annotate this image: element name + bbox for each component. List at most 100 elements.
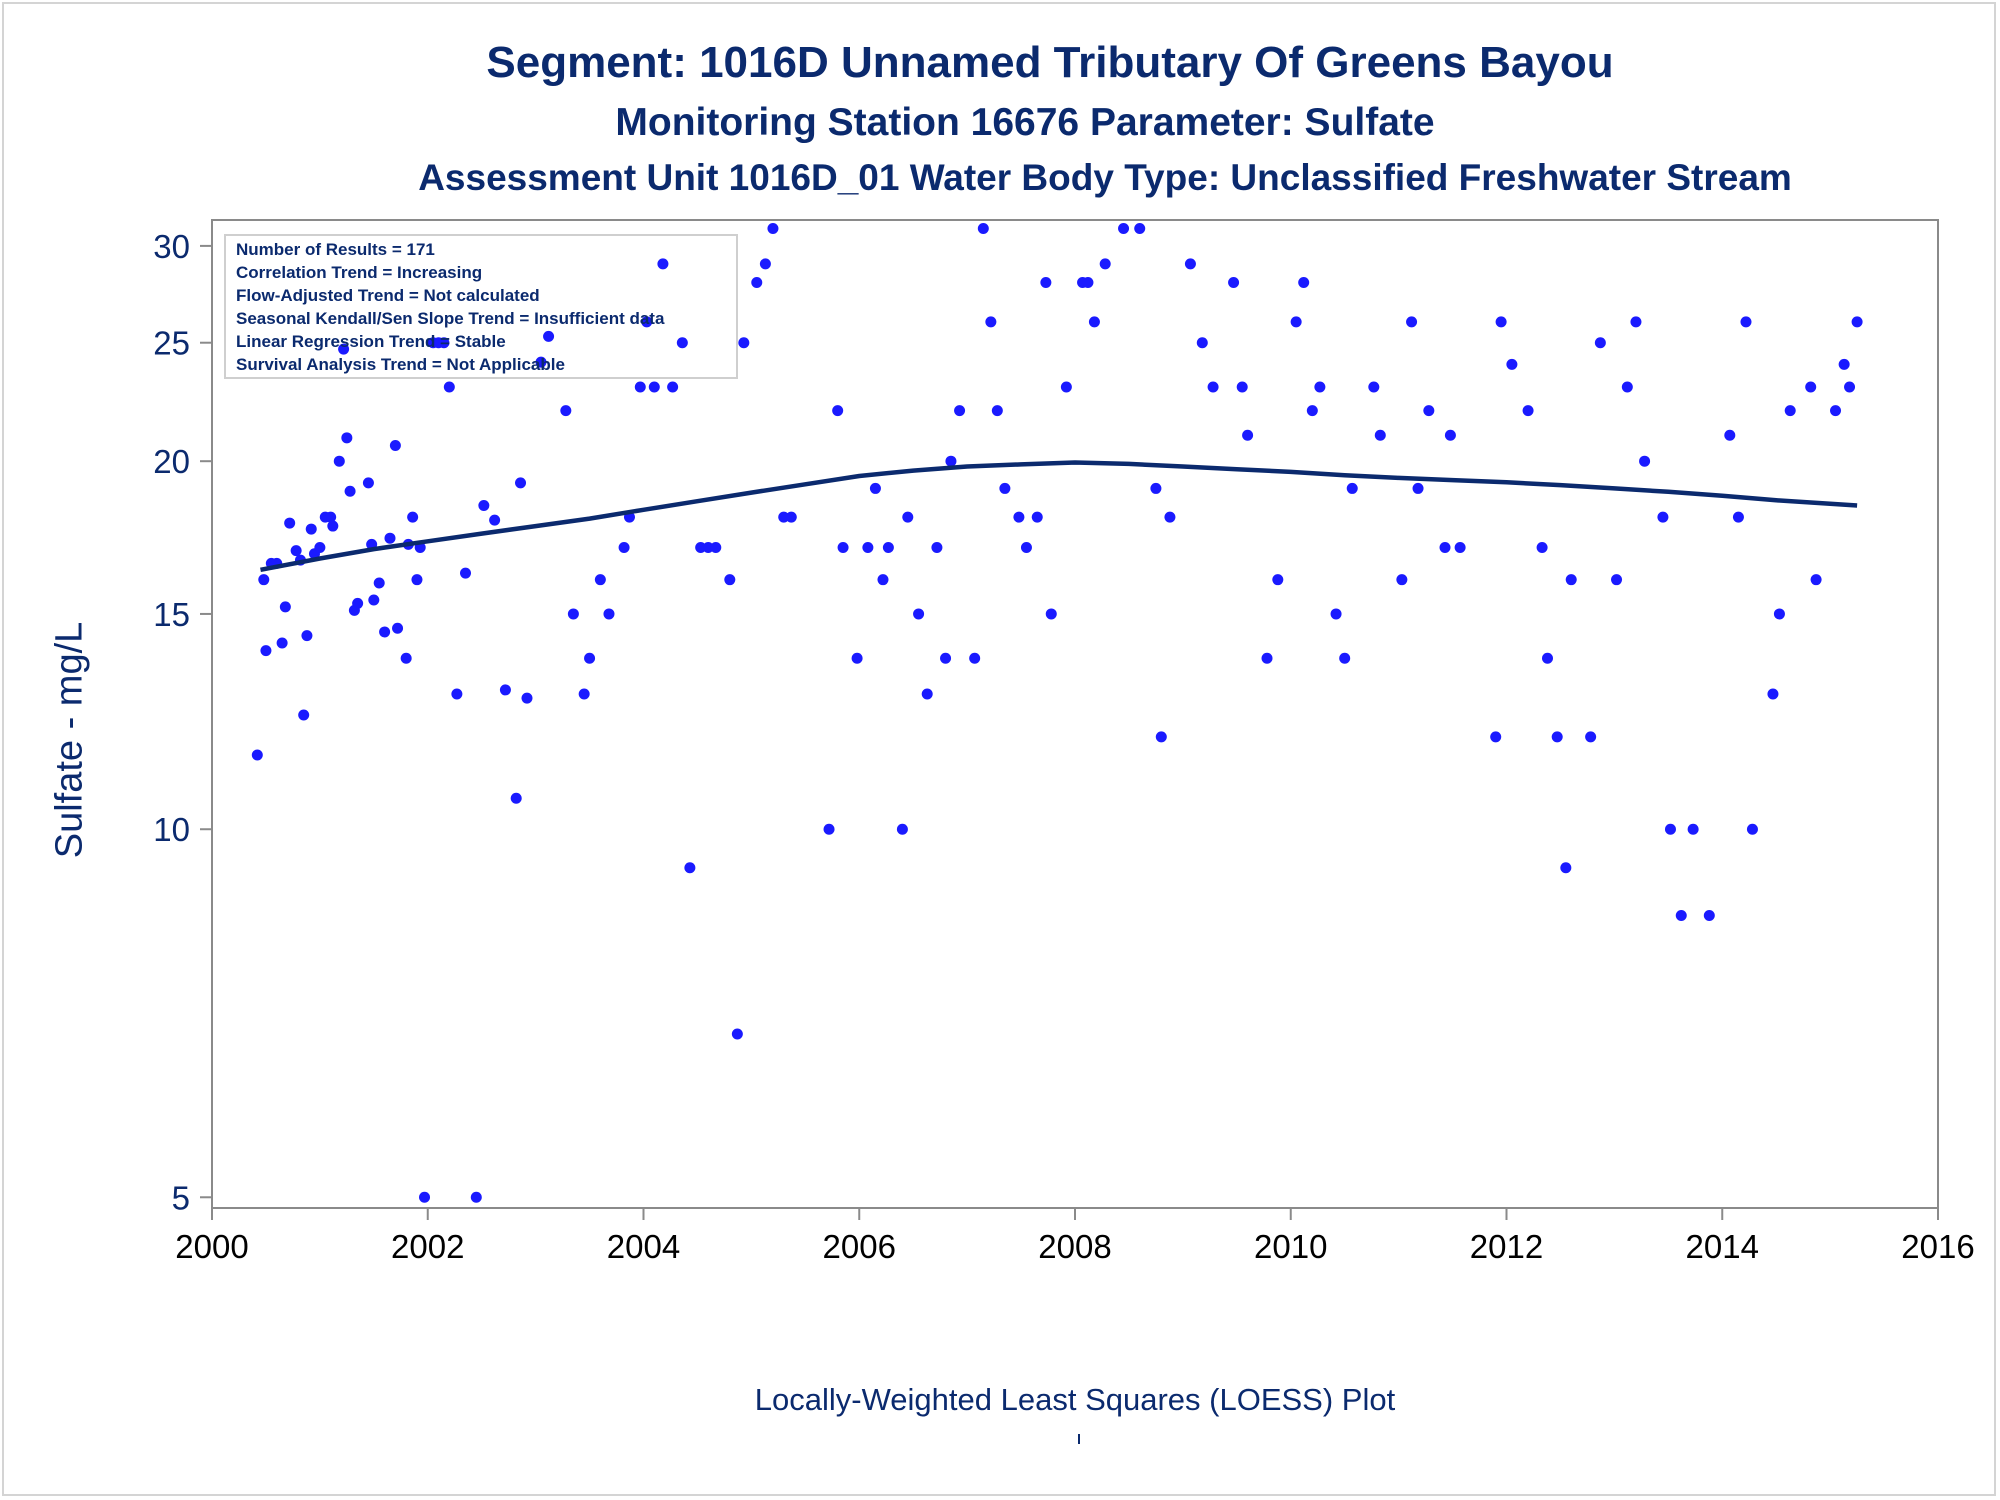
data-point bbox=[290, 545, 302, 557]
data-point bbox=[1746, 823, 1758, 835]
data-point bbox=[352, 597, 364, 609]
data-point bbox=[991, 405, 1003, 417]
data-point bbox=[298, 709, 310, 721]
data-point bbox=[1541, 652, 1553, 664]
data-point bbox=[1639, 455, 1651, 467]
data-point bbox=[1784, 405, 1796, 417]
data-point bbox=[1551, 731, 1563, 743]
x-tick-label: 2012 bbox=[1470, 1228, 1543, 1265]
data-point bbox=[392, 622, 404, 634]
data-point bbox=[1298, 277, 1310, 289]
data-point bbox=[1773, 608, 1785, 620]
data-point bbox=[1184, 258, 1196, 270]
data-point bbox=[882, 541, 894, 553]
chart-subtitle-assessment: Assessment Unit 1016D_01 Water Body Type… bbox=[418, 157, 1792, 198]
data-point bbox=[1134, 222, 1146, 234]
y-tick-label: 25 bbox=[153, 325, 190, 362]
stats-legend-entry: Flow-Adjusted Trend = Not calculated bbox=[236, 286, 540, 305]
data-point bbox=[478, 499, 490, 511]
data-point bbox=[1536, 541, 1548, 553]
data-point bbox=[695, 541, 707, 553]
data-point bbox=[1013, 511, 1025, 523]
data-point bbox=[251, 749, 263, 761]
data-point bbox=[1703, 910, 1715, 922]
data-point bbox=[851, 652, 863, 664]
data-point bbox=[560, 405, 572, 417]
data-point bbox=[832, 405, 844, 417]
data-point bbox=[535, 356, 547, 368]
data-point bbox=[362, 477, 374, 489]
data-point bbox=[1454, 541, 1466, 553]
data-point bbox=[305, 523, 317, 535]
data-point bbox=[1196, 337, 1208, 349]
x-tick-label: 2000 bbox=[175, 1228, 248, 1265]
y-tick-label: 15 bbox=[153, 596, 190, 633]
data-point bbox=[657, 258, 669, 270]
data-point bbox=[954, 405, 966, 417]
data-point bbox=[341, 432, 353, 444]
x-tick-label: 2006 bbox=[823, 1228, 896, 1265]
data-point bbox=[1164, 511, 1176, 523]
data-point bbox=[731, 1028, 743, 1040]
data-point bbox=[1844, 381, 1856, 393]
data-point bbox=[368, 594, 380, 606]
data-point bbox=[1242, 429, 1254, 441]
data-point bbox=[634, 381, 646, 393]
data-point bbox=[759, 258, 771, 270]
y-tick-label: 5 bbox=[172, 1179, 190, 1216]
data-point bbox=[684, 862, 696, 874]
y-axis-label: Sulfate - mg/L bbox=[48, 621, 91, 859]
data-point bbox=[1020, 541, 1032, 553]
data-point bbox=[1687, 823, 1699, 835]
stats-legend-box bbox=[224, 234, 738, 379]
data-point bbox=[258, 574, 270, 586]
data-point bbox=[1082, 277, 1094, 289]
data-point bbox=[384, 532, 396, 544]
data-point bbox=[1423, 405, 1435, 417]
data-point bbox=[260, 645, 272, 657]
data-point bbox=[676, 337, 688, 349]
data-point bbox=[1412, 482, 1424, 494]
data-point bbox=[1346, 482, 1358, 494]
x-tick-label: 2008 bbox=[1038, 1228, 1111, 1265]
data-point bbox=[1621, 381, 1633, 393]
data-point bbox=[837, 541, 849, 553]
data-point bbox=[521, 692, 533, 704]
data-point bbox=[460, 567, 472, 579]
data-point bbox=[1830, 405, 1842, 417]
data-point bbox=[1444, 429, 1456, 441]
data-point bbox=[411, 574, 423, 586]
data-point bbox=[977, 222, 989, 234]
data-point bbox=[902, 511, 914, 523]
data-point bbox=[333, 455, 345, 467]
data-point bbox=[641, 316, 653, 328]
data-point bbox=[999, 482, 1011, 494]
chart-subtitle-station: Monitoring Station 16676 Parameter: Sulf… bbox=[615, 101, 1435, 144]
data-point bbox=[1314, 381, 1326, 393]
data-point bbox=[1657, 511, 1669, 523]
data-point bbox=[276, 637, 288, 649]
data-point bbox=[1851, 316, 1863, 328]
y-tick-label: 30 bbox=[153, 228, 190, 265]
data-point bbox=[1228, 277, 1240, 289]
data-point bbox=[499, 684, 511, 696]
data-point bbox=[1594, 337, 1606, 349]
data-point bbox=[1506, 358, 1518, 370]
data-point bbox=[1150, 482, 1162, 494]
data-point bbox=[702, 541, 714, 553]
data-point bbox=[1261, 652, 1273, 664]
data-point bbox=[419, 1191, 431, 1203]
data-point bbox=[1118, 222, 1130, 234]
data-point bbox=[603, 608, 615, 620]
data-point bbox=[1732, 511, 1744, 523]
data-point bbox=[985, 316, 997, 328]
data-point bbox=[913, 608, 925, 620]
y-tick-label: 10 bbox=[153, 811, 190, 848]
data-point bbox=[1630, 316, 1642, 328]
data-point bbox=[1099, 258, 1111, 270]
stats-legend-entry: Seasonal Kendall/Sen Slope Trend = Insuf… bbox=[236, 309, 665, 328]
data-point bbox=[543, 330, 555, 342]
data-point bbox=[515, 477, 527, 489]
data-point bbox=[1439, 541, 1451, 553]
